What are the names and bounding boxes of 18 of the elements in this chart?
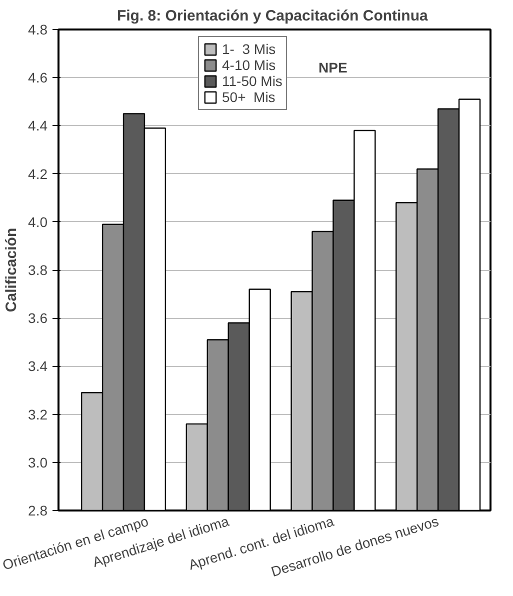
legend-label: 4-10 Mis [222,57,276,73]
y-tick-label: 3.8 [28,262,48,278]
legend-label: 11-50 Mis [222,73,282,89]
y-tick-label: 4.2 [28,166,48,182]
y-tick-label: 4.4 [28,118,48,134]
legend-label: 50+ Mis [222,89,276,105]
chart-title: Fig. 8: Orientación y Capacitación Continua [116,8,429,24]
y-tick-label: 4.0 [28,214,48,230]
y-tick-label: 4.6 [28,70,48,86]
legend-label: 1- 3 Mis [222,41,276,57]
y-tick-label: 3.6 [28,310,48,326]
y-tick-label: 2.8 [28,502,48,518]
y-tick-label: 3.2 [28,406,48,422]
y-axis-title: Calificación [3,228,20,312]
y-tick-label: 3.0 [28,454,48,470]
y-tick-label: 4.8 [28,22,48,38]
y-tick-label: 3.4 [28,358,48,374]
annotation: NPE [318,60,348,76]
